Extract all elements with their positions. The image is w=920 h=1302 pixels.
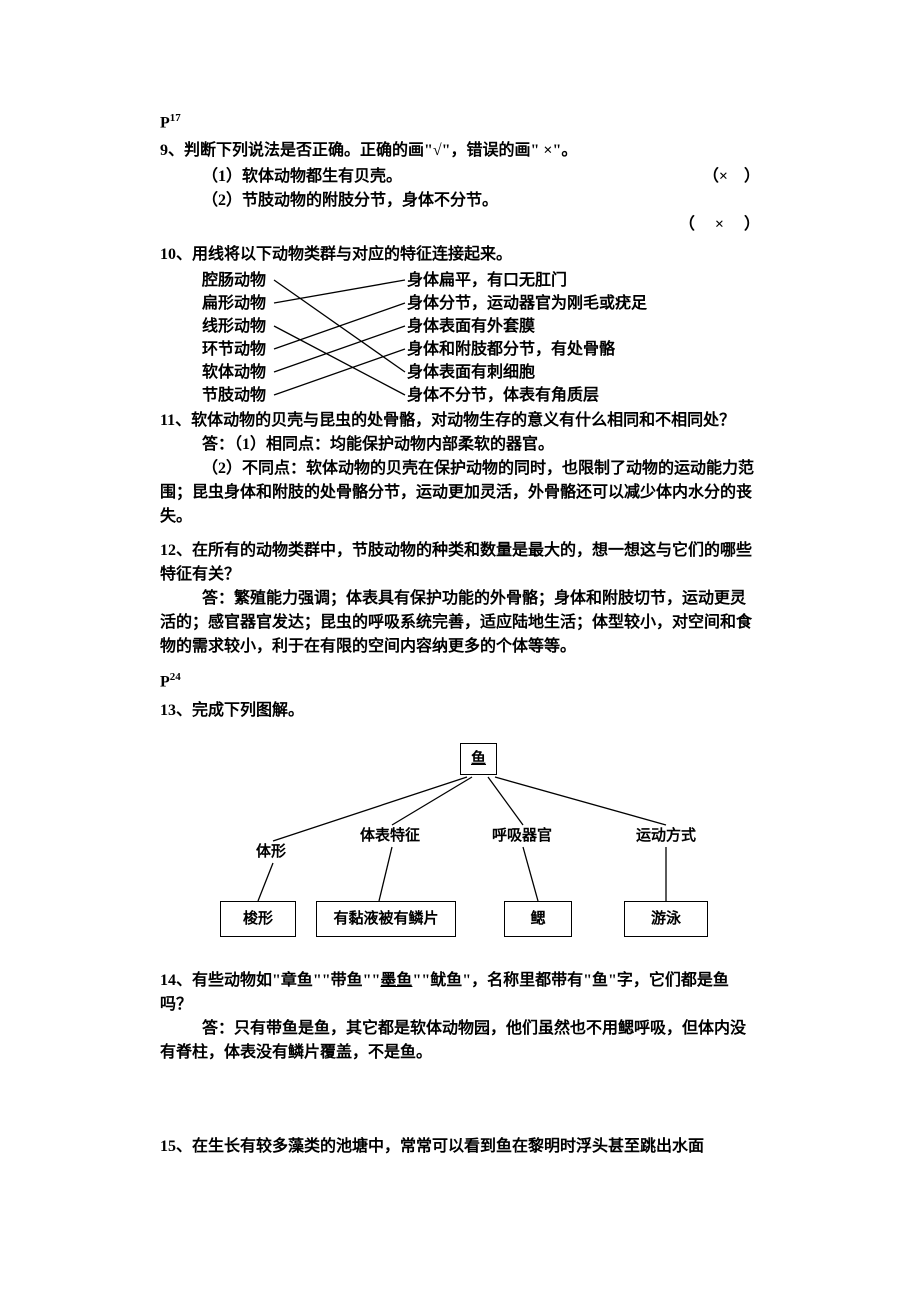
- q10-left-1: 扁形动物: [202, 292, 266, 315]
- page-ref-24-sup: 24: [170, 671, 181, 683]
- q13-label-move: 运动方式: [636, 825, 696, 848]
- q9-item2-mark-wrap: （ × ）: [160, 213, 760, 237]
- q11-title: 11、软体动物的贝壳与昆虫的处骨骼，对动物生存的意义有什么相同和不相同处？: [160, 409, 760, 433]
- q13-root-text: 鱼: [471, 751, 486, 767]
- q12-block: 12、在所有的动物类群中，节肢动物的种类和数量是最大的，想一想这与它们的哪些特征…: [160, 539, 760, 659]
- q10-right-col: 身体扁平，有口无肛门 身体分节，运动器官为刚毛或疣足 身体表面有外套膜 身体和附…: [407, 269, 647, 407]
- q14-title-u: 墨鱼: [380, 972, 412, 989]
- q13-box-move: 游泳: [624, 901, 708, 938]
- q10-left-2: 线形动物: [202, 315, 266, 338]
- q10-title: 10、用线将以下动物类群与对应的特征连接起来。: [160, 243, 760, 267]
- q10-left-col: 腔肠动物 扁形动物 线形动物 环节动物 软体动物 节肢动物: [202, 269, 266, 407]
- q10-left-5: 节肢动物: [202, 384, 266, 407]
- q13-label-breath: 呼吸器官: [492, 825, 552, 848]
- q9-title: 9、判断下列说法是否正确。正确的画"√"，错误的画" ×"。: [160, 139, 760, 163]
- q13-box-shape: 梭形: [220, 901, 296, 938]
- q9-item2-mark: （ × ）: [679, 216, 760, 233]
- q15-title: 15、在生长有较多藻类的池塘中，常常可以看到鱼在黎明时浮头甚至跳出水面: [160, 1135, 760, 1159]
- q11-ans2: （2）不同点：软体动物的贝壳在保护动物的同时，也限制了动物的运动能力范围；昆虫身…: [160, 457, 760, 529]
- q10-right-3: 身体和附肢都分节，有处骨骼: [407, 338, 647, 361]
- page-ref-17: P17: [160, 110, 760, 135]
- q13-title: 13、完成下列图解。: [160, 699, 760, 723]
- q10-right-4: 身体表面有刺细胞: [407, 361, 647, 384]
- q12-title: 12、在所有的动物类群中，节肢动物的种类和数量是最大的，想一想这与它们的哪些特征…: [160, 539, 760, 587]
- q10-right-5: 身体不分节，体表有角质层: [407, 384, 647, 407]
- q10-right-1: 身体分节，运动器官为刚毛或疣足: [407, 292, 647, 315]
- q9-item1-mark: （× ）: [703, 165, 760, 189]
- q9-item1: （1）软体动物都生有贝壳。 （× ）: [202, 165, 760, 189]
- page-ref-24: P24: [160, 669, 760, 694]
- q13-box-surface: 有黏液被有鳞片: [316, 901, 456, 938]
- q10-left-3: 环节动物: [202, 338, 266, 361]
- q11-ans1: 答：（1）相同点：均能保护动物内部柔软的器官。: [160, 433, 760, 457]
- q13-label-shape: 体形: [256, 841, 286, 864]
- page-ref-17-sup: 17: [170, 112, 181, 124]
- q9-item1-text: （1）软体动物都生有贝壳。: [202, 165, 693, 189]
- q14-ans: 答：只有带鱼是鱼，其它都是软体动物园，他们虽然也不用鳃呼吸，但体内没有脊柱，体表…: [160, 1017, 760, 1065]
- page-ref-17-p: P: [160, 114, 170, 131]
- q13-box-breath: 鳃: [504, 901, 572, 938]
- q14-title-a: 14、有些动物如"章鱼""带鱼"": [160, 972, 380, 989]
- q14-title: 14、有些动物如"章鱼""带鱼""墨鱼""鱿鱼"，名称里都带有"鱼"字，它们都是…: [160, 969, 760, 1017]
- q15-block: 15、在生长有较多藻类的池塘中，常常可以看到鱼在黎明时浮头甚至跳出水面: [160, 1135, 760, 1159]
- page-ref-24-p: P: [160, 674, 170, 691]
- q13-label-surface: 体表特征: [360, 825, 420, 848]
- q10-left-0: 腔肠动物: [202, 269, 266, 292]
- q11-block: 11、软体动物的贝壳与昆虫的处骨骼，对动物生存的意义有什么相同和不相同处？ 答：…: [160, 409, 760, 529]
- q10-left-4: 软体动物: [202, 361, 266, 384]
- q10-right-2: 身体表面有外套膜: [407, 315, 647, 338]
- q14-block: 14、有些动物如"章鱼""带鱼""墨鱼""鱿鱼"，名称里都带有"鱼"字，它们都是…: [160, 969, 760, 1065]
- q10-right-0: 身体扁平，有口无肛门: [407, 269, 647, 292]
- q10-match-block: 腔肠动物 扁形动物 线形动物 环节动物 软体动物 节肢动物 身体扁平，有口无肛门…: [202, 269, 632, 407]
- q13-root-box: 鱼: [460, 743, 497, 776]
- q12-ans: 答：繁殖能力强调；体表具有保护功能的外骨骼；身体和附肢切节，运动更灵活的；感官器…: [160, 587, 760, 659]
- q9-item2-text: （2）节肢动物的附肢分节，身体不分节。: [202, 189, 760, 213]
- q13-diagram: 鱼 体形 体表特征 呼吸器官 运动方式 梭形 有黏液被有鳞片 鳃 游泳: [220, 743, 740, 943]
